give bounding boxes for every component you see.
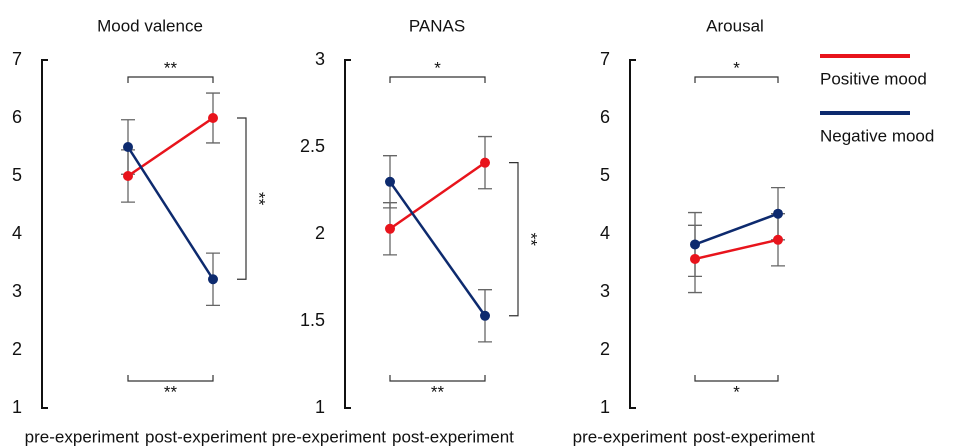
y-tick-label: 2 xyxy=(315,223,325,243)
point xyxy=(480,310,490,321)
chart-title: PANAS xyxy=(409,16,465,35)
legend-label: Negative mood xyxy=(820,126,934,145)
significance-label: ** xyxy=(250,192,269,206)
y-tick-label: 4 xyxy=(600,223,610,243)
series-line xyxy=(388,181,487,317)
x-tick-label: post-experiment xyxy=(392,427,514,446)
y-axis xyxy=(629,59,636,409)
y-tick-label: 6 xyxy=(600,107,610,127)
y-tick-label: 7 xyxy=(600,49,610,69)
significance-bracket xyxy=(694,375,779,382)
y-tick-label: 1 xyxy=(315,397,325,417)
y-tick-label: 1 xyxy=(600,397,610,417)
point xyxy=(690,253,700,264)
y-tick-label: 2 xyxy=(600,339,610,359)
y-tick-label: 5 xyxy=(600,165,610,185)
significance-bracket xyxy=(389,375,486,382)
significance-label: ** xyxy=(164,58,178,77)
y-tick-label: 6 xyxy=(12,107,22,127)
x-tick-label: post-experiment xyxy=(145,427,267,446)
point xyxy=(480,157,490,168)
significance-bracket xyxy=(237,117,247,280)
x-tick-label: pre-experiment xyxy=(272,427,387,446)
significance-label: * xyxy=(434,58,441,77)
point xyxy=(123,171,133,181)
x-tick-label: pre-experiment xyxy=(25,427,140,446)
point xyxy=(123,142,133,152)
y-tick-label: 3 xyxy=(12,281,22,301)
y-tick-label: 3 xyxy=(315,49,325,69)
y-axis xyxy=(344,59,351,409)
chart-title: Arousal xyxy=(706,16,764,35)
y-tick-label: 1 xyxy=(12,397,22,417)
series-line xyxy=(694,212,779,246)
series-line xyxy=(694,238,779,261)
significance-label: ** xyxy=(431,382,445,401)
y-tick-label: 5 xyxy=(12,165,22,185)
y-tick-label: 2.5 xyxy=(300,136,325,156)
point xyxy=(690,239,700,250)
point xyxy=(208,274,218,285)
series-line xyxy=(126,146,215,280)
significance-label: * xyxy=(733,58,740,77)
significance-bracket xyxy=(509,162,519,317)
y-tick-label: 1.5 xyxy=(300,310,325,330)
point xyxy=(385,223,395,234)
point xyxy=(773,234,783,245)
significance-label: ** xyxy=(164,382,178,401)
x-tick-label: pre-experiment xyxy=(573,427,688,446)
significance-bracket xyxy=(127,76,214,83)
y-tick-label: 3 xyxy=(600,281,610,301)
point xyxy=(385,176,395,187)
significance-bracket xyxy=(694,76,779,83)
legend-label: Positive mood xyxy=(820,69,927,88)
y-tick-label: 2 xyxy=(12,339,22,359)
significance-bracket xyxy=(127,375,214,382)
chart-title: Mood valence xyxy=(97,16,203,35)
series-line xyxy=(389,161,486,230)
point xyxy=(773,208,783,219)
significance-bracket xyxy=(389,76,486,83)
y-axis xyxy=(41,59,48,409)
series-line xyxy=(127,116,214,178)
significance-label: ** xyxy=(522,233,541,247)
point xyxy=(208,113,218,123)
x-tick-label: post-experiment xyxy=(693,427,815,446)
y-tick-label: 4 xyxy=(12,223,22,243)
significance-label: * xyxy=(733,382,740,401)
y-tick-label: 7 xyxy=(12,49,22,69)
